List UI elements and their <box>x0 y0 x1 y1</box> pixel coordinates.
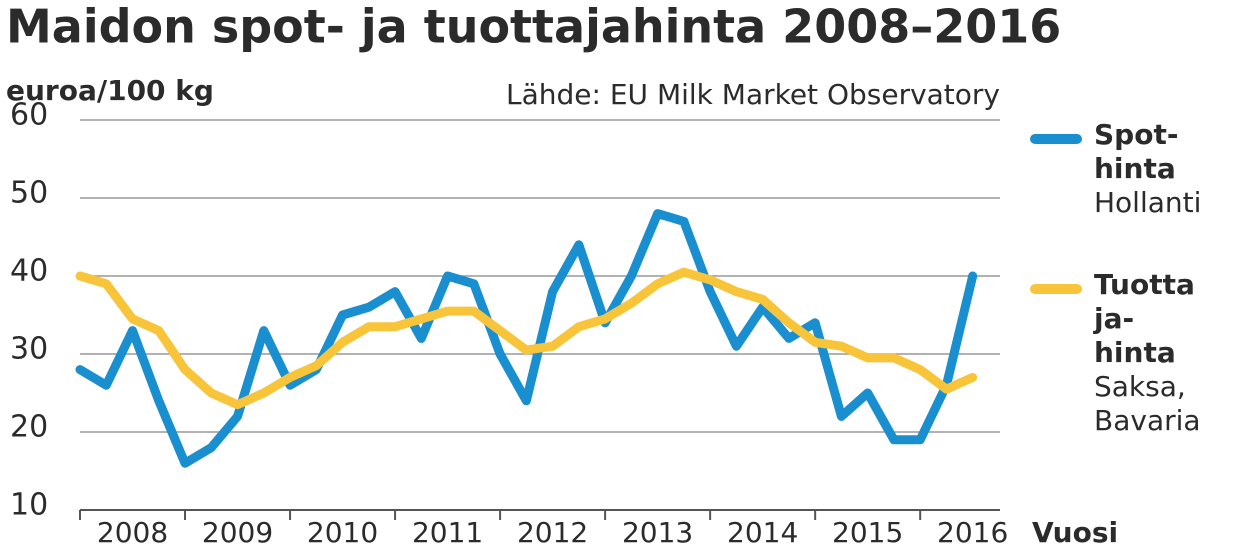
legend-detail: Hollanti <box>1094 186 1202 219</box>
legend-item: Spot-hinta Hollanti <box>1030 118 1224 220</box>
y-tick-label: 10 <box>10 488 48 523</box>
legend-detail: Saksa, Bavaria <box>1094 370 1201 437</box>
x-tick-label: 2011 <box>412 516 483 549</box>
y-tick-label: 50 <box>10 176 48 211</box>
y-tick-label: 30 <box>10 332 48 367</box>
legend-swatch <box>1030 134 1082 144</box>
y-tick-label: 40 <box>10 254 48 289</box>
y-tick-label: 60 <box>10 98 48 133</box>
legend-text: Tuottaja-hinta Saksa, Bavaria <box>1094 268 1224 438</box>
x-tick-label: 2013 <box>622 516 693 549</box>
legend-name: Tuottaja-hinta <box>1094 268 1195 369</box>
series-line <box>75 209 978 468</box>
series-line <box>75 267 978 410</box>
legend-swatch <box>1030 284 1082 294</box>
source: Lähde: EU Milk Market Observatory <box>506 78 1000 111</box>
x-tick-label: 2008 <box>97 516 168 549</box>
x-tick-label: 2010 <box>307 516 378 549</box>
y-tick-label: 20 <box>10 410 48 445</box>
x-tick-label: 2016 <box>937 516 1008 549</box>
x-tick-label: 2009 <box>202 516 273 549</box>
x-tick-label: 2014 <box>727 516 798 549</box>
x-tick-label: 2015 <box>832 516 903 549</box>
y-axis-label: euroa/100 kg <box>6 74 214 107</box>
legend-name: Spot-hinta <box>1094 118 1179 185</box>
x-axis-label: Vuosi <box>1032 516 1118 549</box>
chart-title: Maidon spot- ja tuottajahinta 2008–2016 <box>6 0 1061 54</box>
x-tick-label: 2012 <box>517 516 588 549</box>
legend-item: Tuottaja-hinta Saksa, Bavaria <box>1030 268 1224 438</box>
legend-text: Spot-hinta Hollanti <box>1094 118 1224 220</box>
